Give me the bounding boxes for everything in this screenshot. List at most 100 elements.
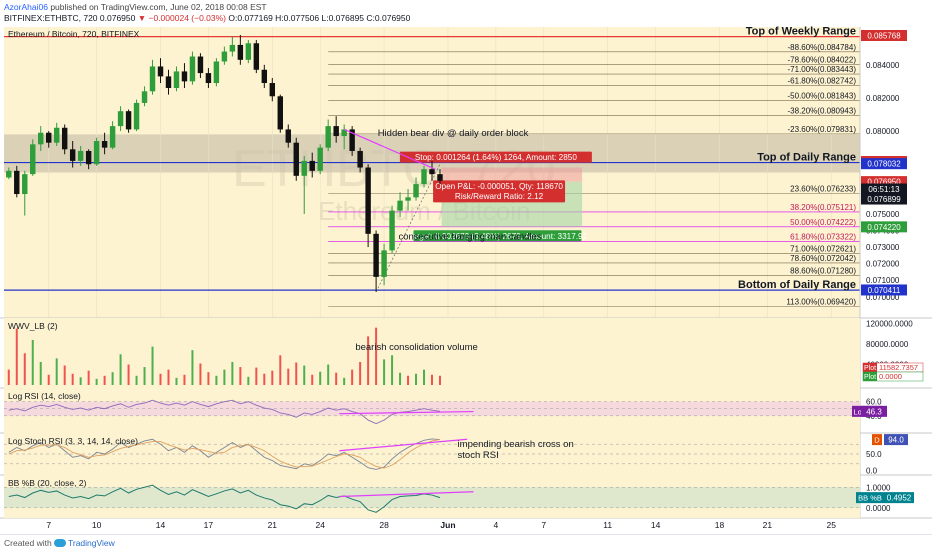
candle-up xyxy=(325,126,331,148)
price-tag-bg xyxy=(861,183,907,195)
candle-down xyxy=(293,142,299,176)
candle-down xyxy=(14,170,20,195)
candle-up xyxy=(189,56,196,82)
volume-bar-bear xyxy=(207,372,210,385)
stoch-annotation: impending bearish cross on stoch RSI xyxy=(458,439,574,461)
candle-up xyxy=(421,169,427,185)
stoch-tag-value-bg xyxy=(884,434,908,446)
price-tag-bg xyxy=(861,221,907,233)
volume-bar-bull xyxy=(343,377,346,385)
volume-bar-bear xyxy=(23,353,26,385)
rsi-tag-value-bg xyxy=(861,405,887,417)
last-price: 0.076950 xyxy=(99,13,136,23)
fib-level-label: -88.60%(0.084784) xyxy=(788,43,857,52)
candle-up xyxy=(317,147,323,171)
candle-up xyxy=(229,44,236,52)
rsi-axis-label: 60.0 xyxy=(866,398,882,407)
candle-down xyxy=(253,43,260,70)
price-tag: 0.078032 xyxy=(867,160,901,169)
volume-bar-bull xyxy=(223,369,226,385)
volume-bar-bear xyxy=(367,336,370,385)
price-axis-label: 0.075000 xyxy=(866,210,900,219)
range-label: Top of Daily Range xyxy=(757,152,856,164)
bb-axis-label: 1.0000 xyxy=(866,483,891,492)
volume-bar-bear xyxy=(183,374,186,385)
fib-level-label: 61.80%(0.073322) xyxy=(790,233,856,242)
volume-bar-bear xyxy=(375,327,378,385)
range-label: Top of Weekly Range xyxy=(746,26,856,38)
candle-down xyxy=(309,160,315,171)
ticker-symbol: BITFINEX:ETHBTC, 720 xyxy=(4,13,98,23)
fib-level-label: 23.60%(0.076233) xyxy=(790,184,856,193)
volume-bar-bull xyxy=(399,372,402,385)
candle-down xyxy=(357,150,363,168)
volume-tag-chip xyxy=(863,363,877,372)
candle-up xyxy=(149,66,156,92)
time-axis-label: 21 xyxy=(268,520,278,530)
candle-down xyxy=(46,132,52,143)
volume-tag-value: 0.0000 xyxy=(879,372,902,381)
price-tag-bg xyxy=(861,158,907,170)
rsi-trendline xyxy=(339,410,474,415)
candle-down xyxy=(157,66,164,77)
time-axis-label: 28 xyxy=(379,520,389,530)
time-axis-label: 14 xyxy=(156,520,166,530)
bear-div-trendline xyxy=(343,128,436,170)
bb-pane-title: BB %B (20, close, 2) xyxy=(8,478,87,488)
volume-bar-bear xyxy=(255,367,258,385)
rsi-line xyxy=(8,399,441,425)
volume-tag-label: Plot xyxy=(864,374,876,381)
fib-level-label: 50.00%(0.074222) xyxy=(790,218,856,227)
volume-bar-bear xyxy=(127,364,130,385)
volume-bar-bull xyxy=(119,354,122,385)
ohlc-values: O:0.077169 H:0.077506 L:0.076895 C:0.076… xyxy=(228,13,411,23)
price-axis-label: 0.070000 xyxy=(866,293,900,302)
volume-bar-bear xyxy=(295,362,298,385)
volume-pane-title: WWV_LB (2) xyxy=(8,321,58,331)
stoch-tag-label-bg xyxy=(872,434,882,446)
candle-down xyxy=(429,169,435,175)
bb-band xyxy=(4,487,860,508)
fib-level-label: 78.60%(0.072042) xyxy=(790,254,856,263)
candle-down xyxy=(237,44,244,60)
time-axis-label: 25 xyxy=(827,520,837,530)
tradingview-brand[interactable]: TradingView xyxy=(68,538,115,548)
stoch-tag-label: D xyxy=(874,436,880,445)
stop-label-bg xyxy=(399,151,592,163)
volume-axis-label: 80000.0000 xyxy=(866,340,909,349)
candle-up xyxy=(221,51,228,62)
volume-bar-bear xyxy=(239,367,242,385)
time-axis-label: 24 xyxy=(315,520,325,530)
time-axis-label: 7 xyxy=(46,520,51,530)
candle-down xyxy=(437,174,443,181)
bb-tag-label: BB %B xyxy=(858,494,882,503)
volume-tag-label: Plot xyxy=(864,365,876,372)
volume-bar-bull xyxy=(111,372,114,385)
candle-down xyxy=(277,96,283,130)
volume-tag-value: 11582.7357 xyxy=(879,363,918,372)
candle-up xyxy=(213,61,220,84)
candle-up xyxy=(93,141,100,165)
fib-level-label: -23.60%(0.079831) xyxy=(788,125,857,134)
volume-bar-bear xyxy=(103,375,106,385)
candle-up xyxy=(141,91,148,103)
volume-bar-bear xyxy=(279,355,282,385)
candle-up xyxy=(341,129,347,137)
pnl-label: Open P&L: -0.000051, Qty: 118670 xyxy=(435,182,563,191)
candle-down xyxy=(165,76,172,88)
author-link[interactable]: AzorAhai06 xyxy=(4,2,48,12)
candle-up xyxy=(245,43,252,60)
candle-up xyxy=(30,144,36,175)
price-tag-bg xyxy=(861,30,907,42)
rsi-pane-title: Log RSI (14, close) xyxy=(8,391,81,401)
chart-footer: Created with TradingView xyxy=(0,534,932,550)
volume-bar-bull xyxy=(39,361,42,385)
candle-up xyxy=(173,71,180,88)
candle-up xyxy=(405,197,411,201)
publish-line: AzorAhai06 published on TradingView.com,… xyxy=(4,2,267,12)
volume-bar-bull xyxy=(79,377,82,385)
volume-bar-bear xyxy=(167,369,170,385)
range-label: Bottom of Daily Range xyxy=(738,279,856,291)
volume-bar-bear xyxy=(63,365,66,385)
